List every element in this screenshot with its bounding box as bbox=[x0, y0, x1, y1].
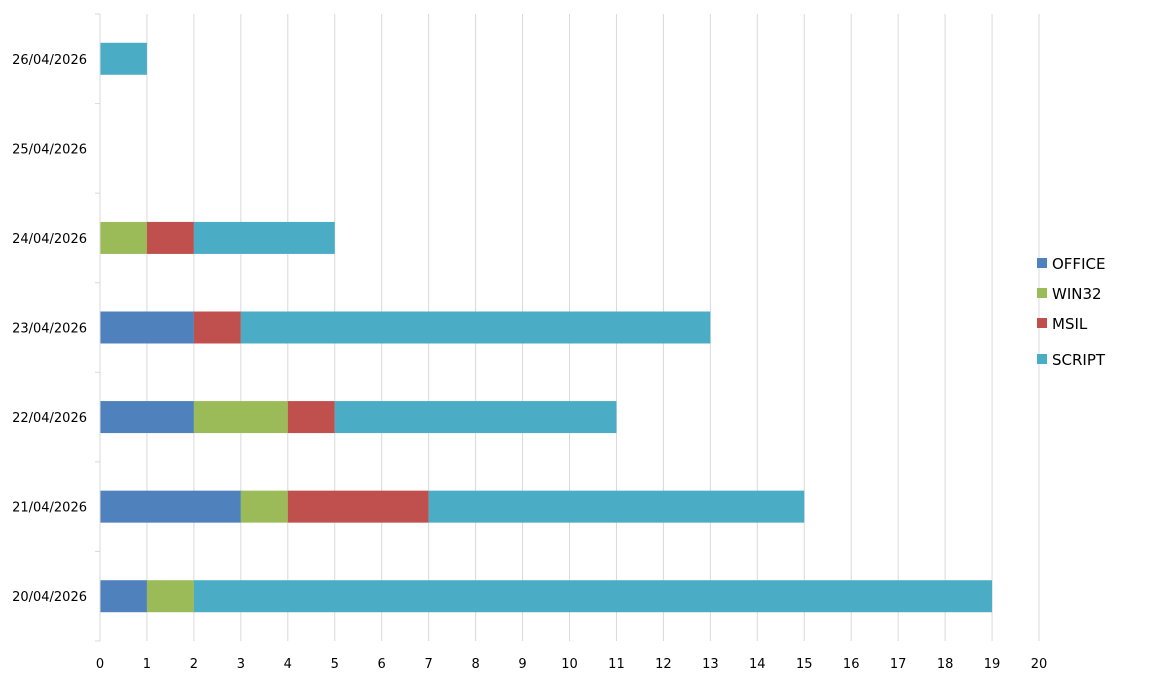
bar-msil bbox=[146, 221, 194, 254]
x-tick-label: 0 bbox=[96, 657, 104, 672]
bar-win32 bbox=[240, 490, 288, 523]
x-tick-label: 4 bbox=[284, 657, 292, 672]
x-tick-label: 9 bbox=[518, 657, 526, 672]
x-tick-label: 1 bbox=[143, 657, 151, 672]
x-tick-label: 13 bbox=[702, 657, 719, 672]
legend-label-office: OFFICE bbox=[1052, 255, 1105, 273]
bar-script bbox=[100, 42, 147, 75]
category-label: 26/04/2026 bbox=[12, 53, 87, 68]
x-tick-label: 12 bbox=[655, 657, 672, 672]
bar-office bbox=[100, 401, 194, 434]
x-tick-label: 8 bbox=[471, 657, 479, 672]
x-tick-labels: 0 1 2 3 4 5 6 7 8 9 10 11 12 13 14 15 16 17 18 19 20 bbox=[96, 657, 1047, 672]
x-tick-label: 16 bbox=[843, 657, 860, 672]
x-tick-label: 20 bbox=[1031, 657, 1048, 672]
bar-script bbox=[193, 580, 993, 613]
bar-script bbox=[334, 401, 617, 434]
bar-office bbox=[100, 490, 241, 523]
bars bbox=[100, 42, 993, 613]
x-tick-label: 6 bbox=[378, 657, 386, 672]
x-tick-label: 5 bbox=[331, 657, 339, 672]
x-tick-label: 18 bbox=[937, 657, 954, 672]
bar-msil bbox=[287, 401, 335, 434]
bar-script bbox=[193, 221, 335, 254]
legend-swatch-msil bbox=[1037, 318, 1047, 328]
bar-win32 bbox=[146, 580, 194, 613]
category-label: 24/04/2026 bbox=[12, 232, 87, 247]
legend-label-win32: WIN32 bbox=[1052, 285, 1102, 303]
category-label: 23/04/2026 bbox=[12, 322, 87, 337]
legend-swatch-office bbox=[1037, 258, 1047, 268]
category-label: 25/04/2026 bbox=[12, 142, 87, 157]
x-tick-label: 2 bbox=[190, 657, 198, 672]
legend: OFFICE WIN32 MSIL SCRIPT bbox=[1037, 255, 1106, 369]
x-tick-label: 10 bbox=[561, 657, 578, 672]
x-tick-label: 11 bbox=[608, 657, 625, 672]
x-tick-label: 15 bbox=[796, 657, 813, 672]
bar-win32 bbox=[193, 401, 288, 434]
x-tick-label: 14 bbox=[749, 657, 766, 672]
bar-office bbox=[100, 311, 194, 344]
category-labels: 20/04/2026 21/04/2026 22/04/2026 23/04/2026… bbox=[12, 53, 87, 605]
bar-office bbox=[100, 580, 147, 613]
x-tick-label: 7 bbox=[425, 657, 433, 672]
axes bbox=[95, 13, 101, 642]
category-label: 21/04/2026 bbox=[12, 501, 87, 516]
legend-swatch-win32 bbox=[1037, 288, 1047, 298]
bar-script bbox=[428, 490, 805, 523]
bar-msil bbox=[287, 490, 429, 523]
legend-label-script: SCRIPT bbox=[1052, 351, 1106, 369]
bar-win32 bbox=[100, 221, 147, 254]
legend-label-msil: MSIL bbox=[1052, 315, 1088, 333]
bar-msil bbox=[193, 311, 241, 344]
legend-swatch-script bbox=[1037, 354, 1047, 364]
x-tick-label: 19 bbox=[984, 657, 1001, 672]
category-label: 22/04/2026 bbox=[12, 411, 87, 426]
bar-script bbox=[240, 311, 711, 344]
x-tick-label: 3 bbox=[237, 657, 245, 672]
x-tick-label: 17 bbox=[890, 657, 907, 672]
category-label: 20/04/2026 bbox=[12, 590, 87, 605]
